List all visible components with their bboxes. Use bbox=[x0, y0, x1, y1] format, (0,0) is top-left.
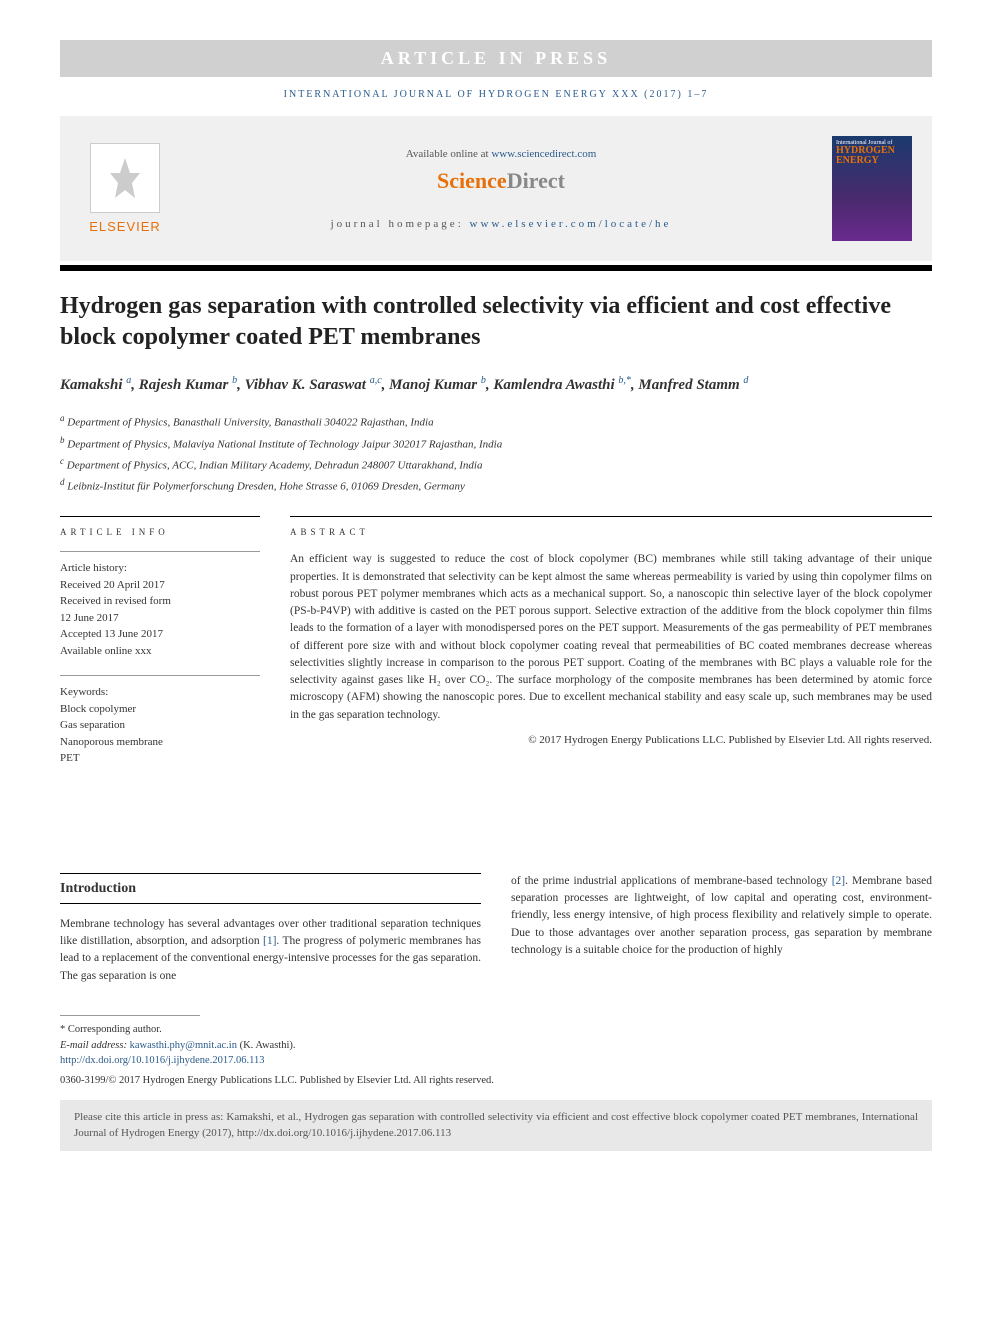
author: Kamakshi bbox=[60, 377, 126, 393]
intro-right-column: of the prime industrial applications of … bbox=[511, 873, 932, 985]
citation-ref[interactable]: [2] bbox=[832, 875, 845, 887]
sciencedirect-logo: ScienceDirect bbox=[170, 168, 832, 194]
affiliation-sup: b bbox=[60, 435, 65, 445]
affiliation: d Leibniz-Institut für Polymerforschung … bbox=[60, 475, 932, 496]
cover-line3: ENERGY bbox=[836, 156, 908, 166]
keyword: Nanoporous membrane bbox=[60, 734, 260, 751]
intro-left-column: Introduction Membrane technology has sev… bbox=[60, 873, 481, 985]
author: , Kamlendra Awasthi bbox=[486, 377, 619, 393]
citation-ref[interactable]: [1] bbox=[263, 935, 276, 947]
keyword: Block copolymer bbox=[60, 701, 260, 718]
header-box: ELSEVIER Available online at www.science… bbox=[60, 116, 932, 261]
journal-home-label: journal homepage: bbox=[331, 218, 470, 230]
journal-homepage-line: journal homepage: www.elsevier.com/locat… bbox=[170, 218, 832, 230]
sd-part1: Science bbox=[437, 168, 507, 193]
sd-part2: Direct bbox=[507, 168, 565, 193]
elsevier-logo: ELSEVIER bbox=[80, 143, 170, 234]
abstract-copyright: © 2017 Hydrogen Energy Publications LLC.… bbox=[290, 734, 932, 746]
sciencedirect-link[interactable]: www.sciencedirect.com bbox=[491, 148, 596, 160]
history-line: Received 20 April 2017 bbox=[60, 577, 260, 594]
keyword: Gas separation bbox=[60, 717, 260, 734]
affiliation: b Department of Physics, Malaviya Nation… bbox=[60, 433, 932, 454]
history-line: Received in revised form bbox=[60, 593, 260, 610]
history-line: Accepted 13 June 2017 bbox=[60, 626, 260, 643]
elsevier-tree-icon bbox=[90, 143, 160, 213]
affiliation: c Department of Physics, ACC, Indian Mil… bbox=[60, 454, 932, 475]
email-line: E-mail address: kawasthi.phy@mnit.ac.in … bbox=[60, 1038, 932, 1054]
author: , Rajesh Kumar bbox=[131, 377, 232, 393]
issn-copyright-line: 0360-3199/© 2017 Hydrogen Energy Publica… bbox=[60, 1075, 932, 1086]
available-text: Available online at bbox=[406, 148, 492, 160]
intro-paragraph-1: Membrane technology has several advantag… bbox=[60, 916, 481, 985]
history-line: 12 June 2017 bbox=[60, 610, 260, 627]
footnote-rule bbox=[60, 1015, 200, 1016]
doi-link[interactable]: http://dx.doi.org/10.1016/j.ijhydene.201… bbox=[60, 1053, 932, 1069]
abstract-text: An efficient way is suggested to reduce … bbox=[290, 551, 932, 724]
elsevier-text: ELSEVIER bbox=[80, 219, 170, 234]
journal-cover-thumbnail: International Journal of HYDROGEN ENERGY bbox=[832, 136, 912, 241]
abstract-column: ABSTRACT An efficient way is suggested t… bbox=[290, 516, 932, 783]
email-label: E-mail address: bbox=[60, 1040, 130, 1051]
footnotes: * Corresponding author. E-mail address: … bbox=[60, 1022, 932, 1069]
article-info-heading: ARTICLE INFO bbox=[60, 516, 260, 537]
author-list: Kamakshi a, Rajesh Kumar b, Vibhav K. Sa… bbox=[60, 373, 932, 397]
intro-paragraph-2: of the prime industrial applications of … bbox=[511, 873, 932, 959]
affiliation-sup: c bbox=[60, 456, 64, 466]
affiliation-list: a Department of Physics, Banasthali Univ… bbox=[60, 411, 932, 496]
affiliation-sup: a bbox=[60, 413, 65, 423]
journal-citation-header: INTERNATIONAL JOURNAL OF HYDROGEN ENERGY… bbox=[60, 89, 932, 100]
journal-home-link[interactable]: www.elsevier.com/locate/he bbox=[470, 218, 672, 230]
citation-box: Please cite this article in press as: Ka… bbox=[60, 1100, 932, 1151]
keyword: PET bbox=[60, 750, 260, 767]
affiliation-sup: d bbox=[60, 477, 65, 487]
article-info-column: ARTICLE INFO Article history: Received 2… bbox=[60, 516, 260, 783]
affiliation: a Department of Physics, Banasthali Univ… bbox=[60, 411, 932, 432]
article-in-press-banner: ARTICLE IN PRESS bbox=[60, 40, 932, 77]
email-link[interactable]: kawasthi.phy@mnit.ac.in bbox=[130, 1040, 237, 1051]
author: , Manfred Stamm bbox=[631, 377, 744, 393]
abstract-heading: ABSTRACT bbox=[290, 516, 932, 537]
corresponding-author-note: * Corresponding author. bbox=[60, 1022, 932, 1038]
email-suffix: (K. Awasthi). bbox=[237, 1040, 296, 1051]
history-label: Article history: bbox=[60, 560, 260, 577]
thin-rule bbox=[60, 873, 481, 874]
author: , Manoj Kumar bbox=[382, 377, 481, 393]
author-affiliation-sup: a,c bbox=[370, 375, 382, 386]
author: , Vibhav K. Saraswat bbox=[237, 377, 370, 393]
author-affiliation-sup: d bbox=[743, 375, 748, 386]
available-online-line: Available online at www.sciencedirect.co… bbox=[170, 148, 832, 160]
introduction-heading: Introduction bbox=[60, 878, 481, 904]
article-title: Hydrogen gas separation with controlled … bbox=[60, 291, 932, 353]
history-line: Available online xxx bbox=[60, 643, 260, 660]
keywords-label: Keywords: bbox=[60, 684, 260, 701]
keywords-block: Keywords: Block copolymer Gas separation… bbox=[60, 675, 260, 767]
article-history-block: Article history: Received 20 April 2017 … bbox=[60, 551, 260, 659]
thick-rule bbox=[60, 265, 932, 271]
author-affiliation-sup: b,* bbox=[618, 375, 631, 386]
